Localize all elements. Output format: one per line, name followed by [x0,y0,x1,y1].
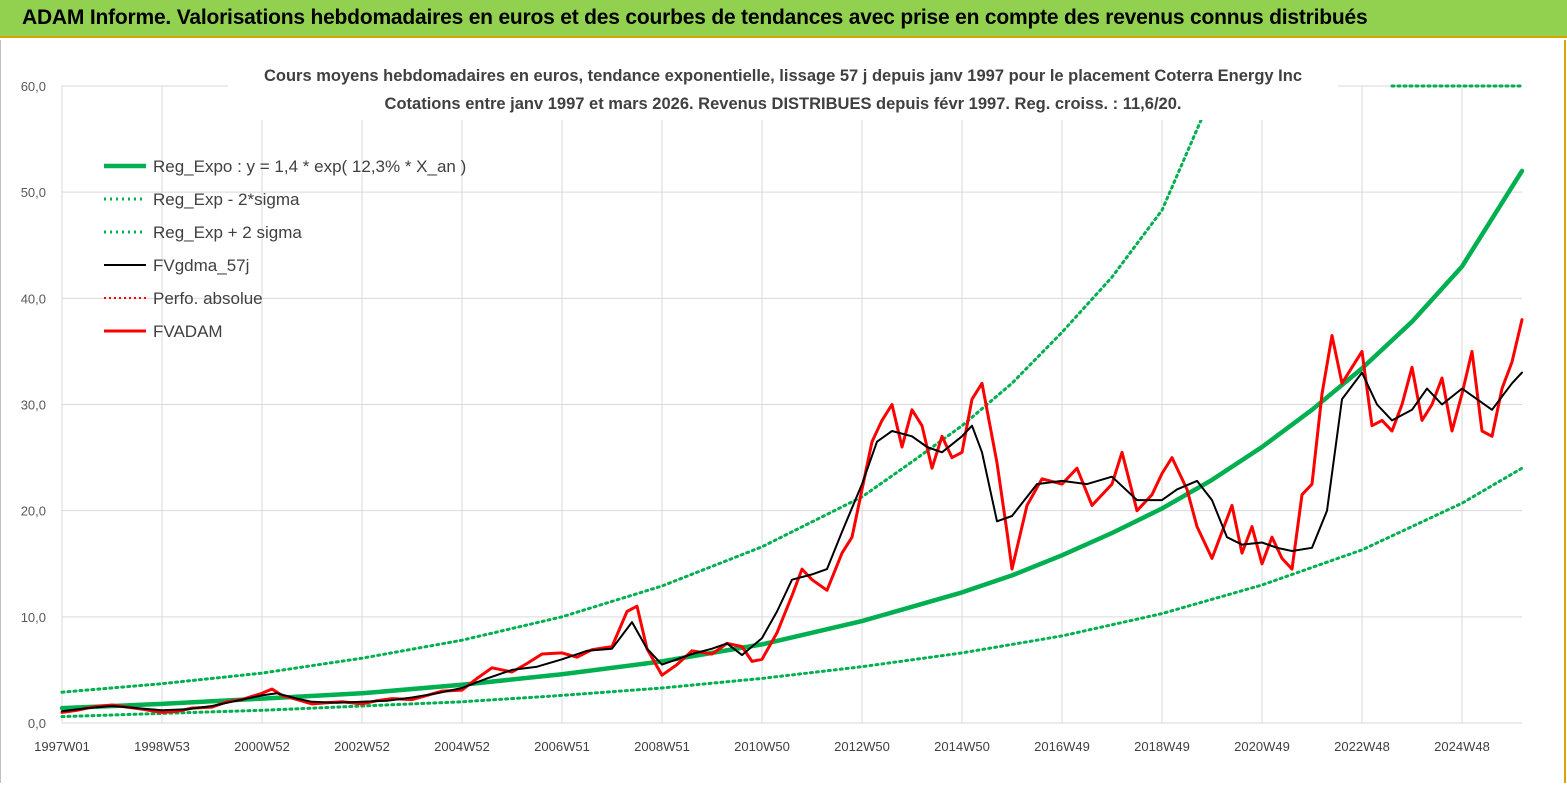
x-tick-label: 2000W52 [234,739,290,754]
legend: Reg_Expo : y = 1,4 * exp( 12,3% * X_an )… [104,157,466,341]
y-tick-label: 50,0 [21,185,46,200]
x-tick-label: 1998W53 [134,739,190,754]
x-tick-label: 2022W48 [1334,739,1390,754]
title-backdrop [228,60,1338,120]
chart-area: 0,0 10,0 20,0 30,0 40,0 50,0 60,0 1997W01 1998W… [0,40,1567,783]
x-tick-label: 2014W50 [934,739,990,754]
legend-label: Perfo. absolue [153,289,263,308]
series-reg-exp-minus-2sigma [60,466,1524,719]
report-title: ADAM Informe. Valorisations hebdomadaire… [22,6,1368,29]
series-fvadam [60,318,1524,714]
y-tick-label: 10,0 [21,610,46,625]
grid-lines [61,85,1522,724]
series-reg-expo [59,168,1525,711]
title-banner: ADAM Informe. Valorisations hebdomadaire… [0,0,1567,38]
x-tick-label: 2004W52 [434,739,490,754]
y-axis-ticks: 0,0 10,0 20,0 30,0 40,0 50,0 60,0 [21,79,46,731]
line-chart: 0,0 10,0 20,0 30,0 40,0 50,0 60,0 1997W01 1998W… [0,40,1566,783]
legend-label: FVADAM [153,322,223,341]
x-tick-label: 2016W49 [1034,739,1090,754]
x-tick-label: 2010W50 [734,739,790,754]
y-tick-label: 0,0 [28,716,46,731]
x-tick-label: 2008W51 [634,739,690,754]
chart-subtitle: Cotations entre janv 1997 et mars 2026. … [385,95,1182,113]
x-tick-label: 2002W52 [334,739,390,754]
series-reg-exp-plus-2sigma [60,116,1204,694]
x-tick-label: 1997W01 [34,739,90,754]
x-tick-label: 2006W51 [534,739,590,754]
chart-title: Cours moyens hebdomadaires en euros, ten… [264,67,1302,85]
y-tick-label: 20,0 [21,504,46,519]
legend-label: Reg_Exp - 2*sigma [153,190,300,209]
y-tick-label: 60,0 [21,79,46,94]
x-tick-label: 2020W49 [1234,739,1290,754]
series-fvgdma-57j [61,371,1523,713]
x-tick-label: 2012W50 [834,739,890,754]
legend-label: Reg_Exp + 2 sigma [153,223,302,242]
y-tick-label: 40,0 [21,291,46,306]
legend-label: Reg_Expo : y = 1,4 * exp( 12,3% * X_an ) [153,157,466,176]
y-tick-label: 30,0 [21,398,46,413]
x-axis-ticks: 1997W01 1998W53 2000W52 2002W52 2004W52 2006W… [34,739,1490,754]
series-layer [59,84,1525,719]
legend-label: FVgdma_57j [153,256,249,275]
x-tick-label: 2024W48 [1434,739,1490,754]
x-tick-label: 2018W49 [1134,739,1190,754]
